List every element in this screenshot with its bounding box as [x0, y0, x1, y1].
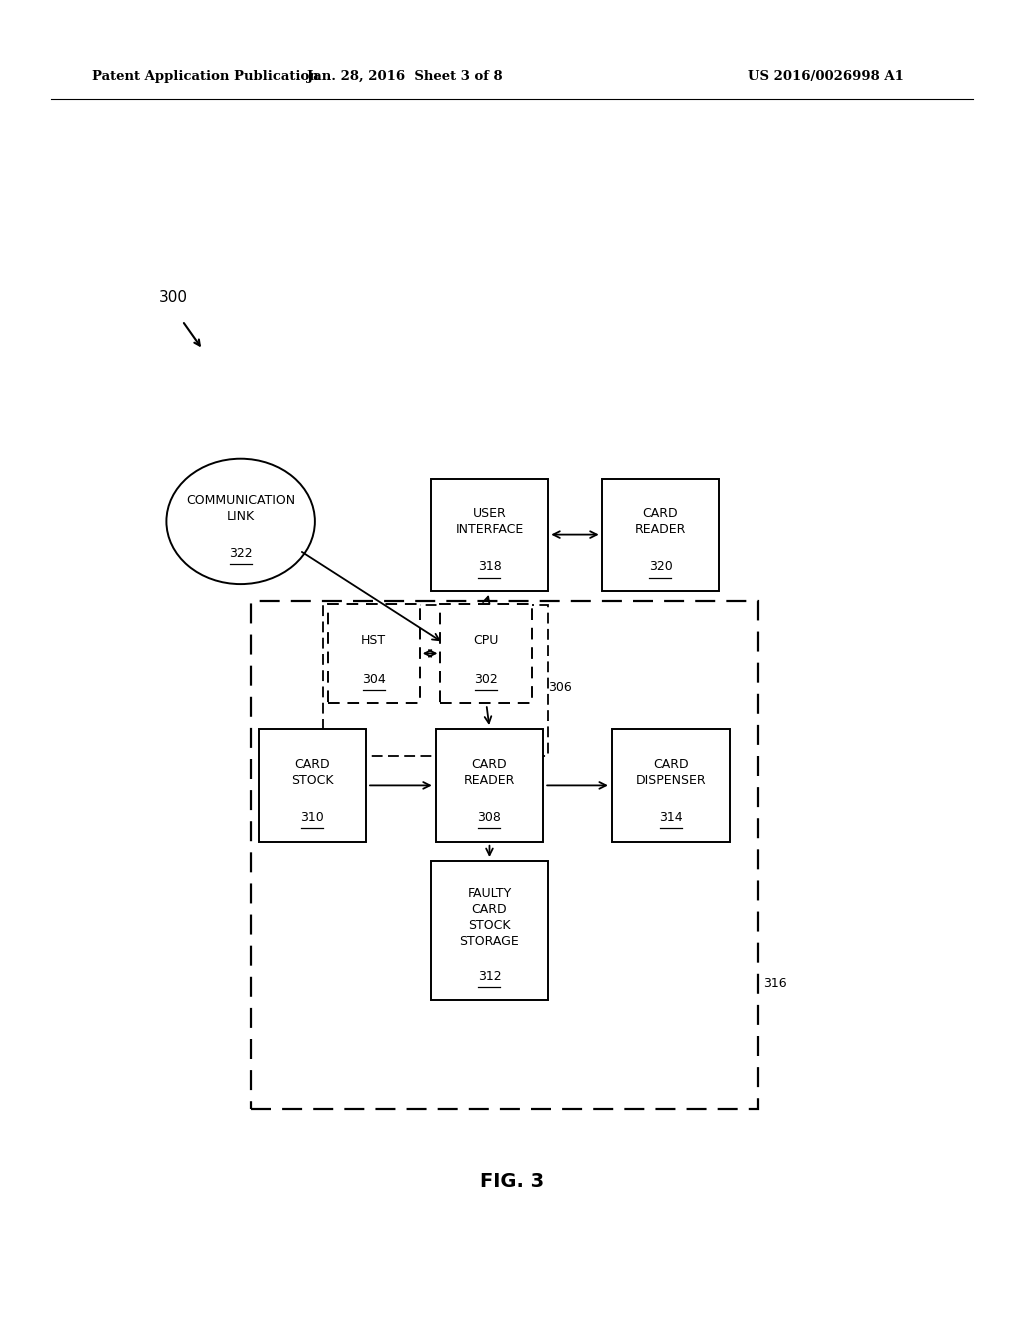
Text: CARD
STOCK: CARD STOCK: [291, 758, 334, 787]
Text: FIG. 3: FIG. 3: [480, 1172, 544, 1191]
Text: CPU: CPU: [474, 634, 499, 647]
Ellipse shape: [166, 458, 315, 583]
Text: 300: 300: [159, 289, 187, 305]
Text: COMMUNICATION
LINK: COMMUNICATION LINK: [186, 494, 295, 523]
Bar: [602, 479, 719, 591]
Bar: [612, 729, 729, 842]
Text: USER
INTERFACE: USER INTERFACE: [456, 507, 523, 536]
Text: 308: 308: [477, 812, 502, 824]
Bar: [436, 729, 543, 842]
Text: FAULTY
CARD
STOCK
STORAGE: FAULTY CARD STOCK STORAGE: [460, 887, 519, 948]
Bar: [323, 605, 548, 756]
Bar: [440, 605, 532, 702]
Bar: [258, 729, 367, 842]
Text: 302: 302: [474, 673, 499, 685]
Text: 306: 306: [548, 681, 571, 694]
Text: HST: HST: [361, 634, 386, 647]
Text: 318: 318: [477, 561, 502, 573]
Text: 322: 322: [228, 546, 253, 560]
Text: 310: 310: [300, 812, 325, 824]
Text: 304: 304: [361, 673, 386, 685]
Bar: [430, 479, 549, 591]
Text: Jan. 28, 2016  Sheet 3 of 8: Jan. 28, 2016 Sheet 3 of 8: [306, 70, 503, 83]
Text: 314: 314: [658, 812, 683, 824]
Text: 312: 312: [477, 970, 502, 982]
Text: 320: 320: [648, 561, 673, 573]
Text: US 2016/0026998 A1: US 2016/0026998 A1: [748, 70, 903, 83]
Text: 316: 316: [763, 977, 786, 990]
Bar: [328, 605, 420, 702]
Bar: [430, 861, 549, 1001]
Bar: [251, 601, 758, 1109]
Text: Patent Application Publication: Patent Application Publication: [92, 70, 318, 83]
Text: CARD
DISPENSER: CARD DISPENSER: [636, 758, 706, 787]
Text: CARD
READER: CARD READER: [635, 507, 686, 536]
Text: CARD
READER: CARD READER: [464, 758, 515, 787]
